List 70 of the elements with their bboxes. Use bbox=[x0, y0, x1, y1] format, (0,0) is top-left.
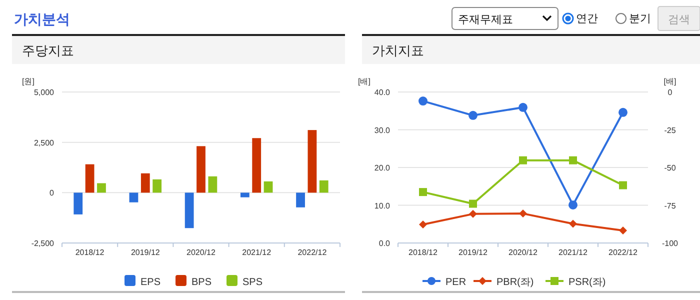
point bbox=[419, 188, 427, 196]
point bbox=[519, 156, 527, 164]
y-tick-label: 0.0 bbox=[378, 239, 391, 248]
text: 주재무제표 bbox=[458, 14, 513, 26]
point bbox=[569, 220, 577, 228]
bar bbox=[240, 192, 250, 198]
bar bbox=[85, 164, 94, 193]
y2-tick-label: -100 bbox=[662, 239, 679, 248]
x-tick-label: 2022/12 bbox=[608, 248, 638, 257]
bar bbox=[308, 130, 317, 193]
point bbox=[469, 200, 477, 208]
x-tick-label: 2020/12 bbox=[508, 248, 538, 257]
bar bbox=[196, 146, 206, 193]
legend-label: EPS bbox=[140, 277, 161, 288]
legend-label: PER bbox=[446, 277, 466, 288]
x-tick-label: 2019/12 bbox=[130, 248, 160, 257]
x-tick-label: 2021/12 bbox=[242, 248, 272, 257]
point bbox=[519, 210, 527, 218]
bar bbox=[74, 192, 83, 214]
point bbox=[469, 210, 477, 218]
bar bbox=[319, 180, 328, 193]
bar bbox=[264, 181, 273, 193]
chart-title: 주당지표 bbox=[22, 43, 74, 58]
text: 연간 bbox=[576, 13, 598, 25]
point bbox=[468, 110, 478, 120]
y-axis-title: [원] bbox=[22, 77, 34, 86]
legend-label: PBR(좌) bbox=[496, 277, 534, 288]
legend-label: SPS bbox=[242, 277, 263, 288]
x-tick-label: 2018/12 bbox=[408, 248, 438, 257]
y2-tick-label: -25 bbox=[664, 126, 676, 135]
y-tick-label: 40.0 bbox=[374, 88, 391, 97]
text: 검색 bbox=[668, 14, 690, 26]
point bbox=[569, 156, 577, 164]
point bbox=[418, 96, 428, 106]
x-tick-label: 2018/12 bbox=[75, 248, 105, 257]
bar bbox=[208, 176, 218, 193]
y-tick-label: -2,500 bbox=[31, 239, 55, 248]
y-tick-label: 30.0 bbox=[374, 126, 391, 135]
chart-title: 가치지표 bbox=[372, 43, 424, 58]
point bbox=[618, 108, 628, 117]
y2-axis-title: [배] bbox=[664, 77, 676, 86]
y-tick-label: 0 bbox=[50, 188, 55, 198]
x-tick-label: 2022/12 bbox=[298, 248, 328, 257]
y-tick-label: 5,000 bbox=[34, 88, 55, 97]
legend-label: PSR(좌) bbox=[568, 277, 606, 288]
y2-tick-label: -50 bbox=[664, 164, 676, 172]
y-tick-label: 10.0 bbox=[374, 201, 391, 210]
x-tick-label: 2021/12 bbox=[558, 248, 588, 257]
y2-tick-label: -75 bbox=[664, 201, 676, 210]
bar bbox=[152, 179, 162, 193]
legend-label: BPS bbox=[192, 277, 212, 288]
point bbox=[568, 200, 578, 210]
x-tick-label: 2019/12 bbox=[458, 248, 488, 257]
x-tick-label: 2020/12 bbox=[186, 248, 216, 257]
y2-tick-label: 0 bbox=[668, 88, 673, 97]
bar bbox=[97, 183, 106, 193]
point bbox=[518, 102, 528, 112]
bar bbox=[296, 192, 305, 208]
y-tick-label: 20.0 bbox=[374, 164, 391, 172]
point bbox=[619, 226, 627, 235]
bar bbox=[129, 192, 138, 202]
point bbox=[419, 220, 427, 229]
y-tick-label: 2,500 bbox=[34, 138, 55, 148]
y-axis-title: [배] bbox=[358, 77, 370, 86]
text: 분기 bbox=[629, 13, 651, 25]
bar bbox=[184, 192, 194, 228]
bar bbox=[140, 173, 150, 193]
text: 가치분석 bbox=[14, 11, 70, 27]
point bbox=[619, 181, 627, 190]
bar bbox=[252, 138, 262, 193]
